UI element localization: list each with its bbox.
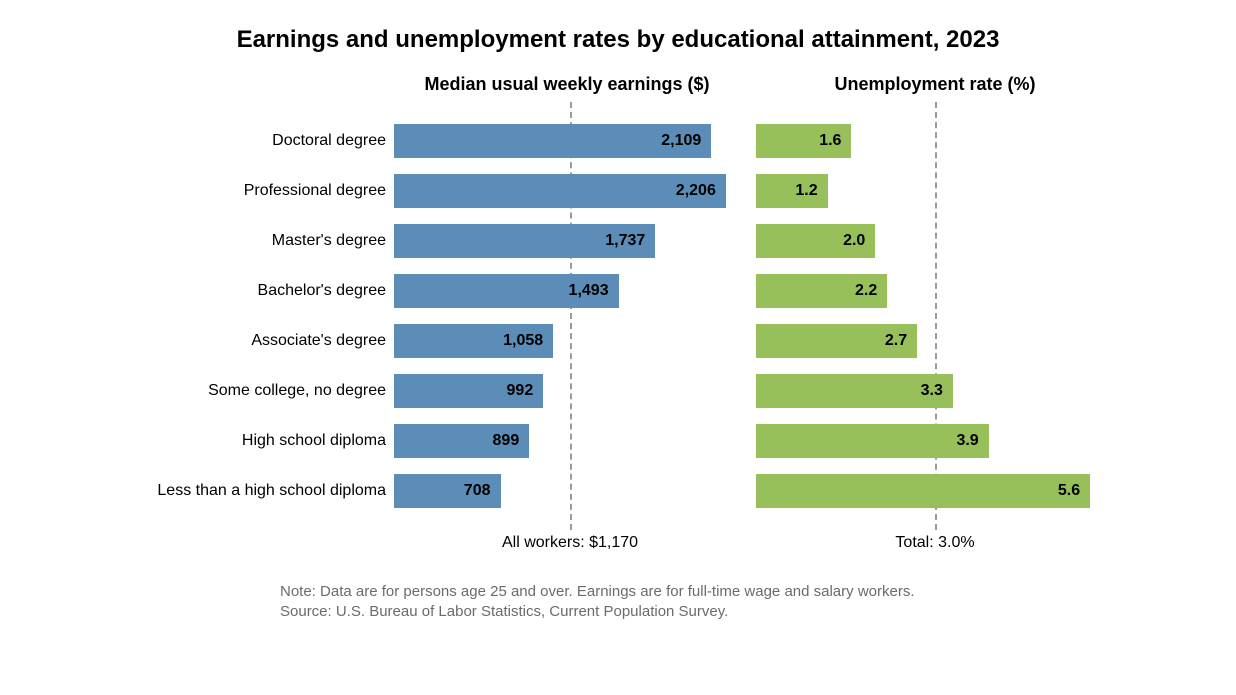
earnings-bar-label: 1,737 xyxy=(394,216,645,266)
earnings-bar-label: 1,493 xyxy=(394,266,609,316)
data-row: Professional degree2,206 1.2 xyxy=(0,166,1236,216)
data-row: Bachelor's degree1,493 2.2 xyxy=(0,266,1236,316)
category-label: Master's degree xyxy=(272,216,386,266)
unemployment-bar-label: 2.0 xyxy=(756,216,865,266)
earnings-bar-label: 2,206 xyxy=(394,166,716,216)
footnote-line-2: Source: U.S. Bureau of Labor Statistics,… xyxy=(280,602,1010,622)
unemployment-bar-label: 3.9 xyxy=(756,416,979,466)
earnings-subtitle: Median usual weekly earnings ($) xyxy=(394,74,740,95)
data-row: Doctoral degree2,109 1.6 xyxy=(0,116,1236,166)
chart-title: Earnings and unemployment rates by educa… xyxy=(0,26,1236,54)
unemployment-bar-label: 2.2 xyxy=(756,266,877,316)
earnings-reference-label: All workers: $1,170 xyxy=(460,534,680,552)
data-row: High school diploma899 3.9 xyxy=(0,416,1236,466)
chart-container: Earnings and unemployment rates by educa… xyxy=(0,0,1236,695)
unemployment-subtitle: Unemployment rate (%) xyxy=(756,74,1114,95)
unemployment-bar-label: 1.6 xyxy=(756,116,841,166)
category-label: Doctoral degree xyxy=(272,116,386,166)
earnings-bar-label: 992 xyxy=(394,366,533,416)
data-row: Some college, no degree992 3.3 xyxy=(0,366,1236,416)
category-label: Associate's degree xyxy=(251,316,386,366)
data-row: Master's degree1,737 2.0 xyxy=(0,216,1236,266)
category-label: High school diploma xyxy=(242,416,386,466)
earnings-bar-label: 899 xyxy=(394,416,519,466)
unemployment-bar-label: 3.3 xyxy=(756,366,943,416)
data-row: Less than a high school diploma708 5.6 xyxy=(0,466,1236,516)
earnings-bar-label: 708 xyxy=(394,466,491,516)
earnings-bar-label: 1,058 xyxy=(394,316,543,366)
category-label: Some college, no degree xyxy=(208,366,386,416)
unemployment-bar-label: 2.7 xyxy=(756,316,907,366)
rows-container: Doctoral degree2,1091.6Professional degr… xyxy=(0,116,1236,516)
data-row: Associate's degree1,058 2.7 xyxy=(0,316,1236,366)
earnings-bar-label: 2,109 xyxy=(394,116,701,166)
category-label: Professional degree xyxy=(244,166,386,216)
unemployment-bar-label: 1.2 xyxy=(756,166,818,216)
category-label: Less than a high school diploma xyxy=(157,466,386,516)
category-label: Bachelor's degree xyxy=(258,266,386,316)
unemployment-bar-label: 5.6 xyxy=(756,466,1080,516)
footnote-line-1: Note: Data are for persons age 25 and ov… xyxy=(280,582,1010,602)
unemployment-reference-label: Total: 3.0% xyxy=(855,534,1015,552)
